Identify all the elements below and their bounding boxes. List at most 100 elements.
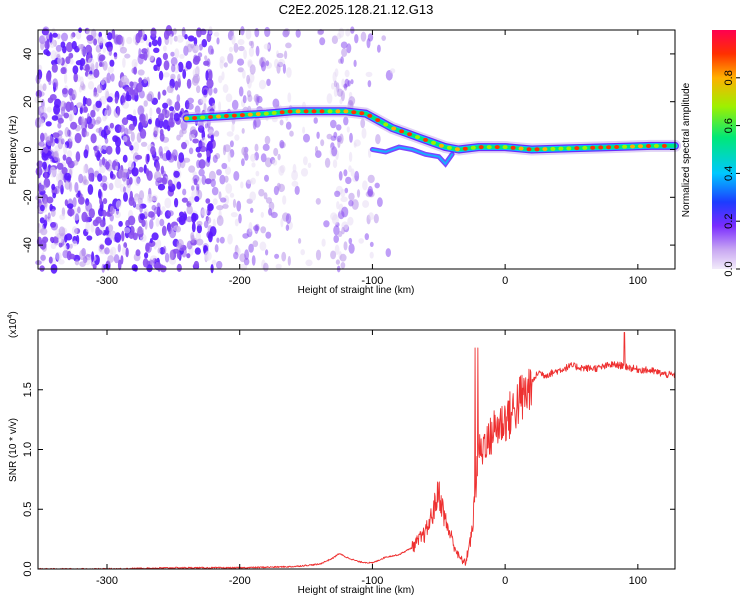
heatmap-cell (208, 170, 216, 182)
heatmap-cell (159, 218, 165, 227)
heatmap-cell (224, 195, 230, 205)
heatmap-cell (90, 133, 97, 144)
heatmap-cell (224, 175, 229, 183)
colorbar-tick-label: 0.0 (723, 261, 735, 276)
heatmap-cell (113, 254, 120, 264)
heatmap-cell (243, 150, 248, 158)
heatmap-cell (156, 57, 162, 67)
heatmap-cell (50, 208, 56, 217)
heatmap-cell (117, 243, 121, 253)
heatmap-cell (285, 213, 292, 225)
colorbar-gradient (712, 30, 736, 269)
heatmap-cell (40, 204, 45, 212)
heatmap-cell (114, 210, 121, 219)
heatmap-cell (159, 132, 165, 142)
heatmap-cell (75, 151, 81, 162)
heatmap-cell (279, 164, 286, 174)
heatmap-cell (212, 198, 218, 206)
heatmap-cell (136, 227, 144, 235)
heatmap-cell (197, 52, 203, 58)
x-tick-label: 100 (629, 575, 647, 587)
heatmap-cell (195, 183, 200, 191)
heatmap-cell (314, 146, 319, 153)
heatmap-cell (377, 197, 383, 208)
heatmap-cell (282, 195, 287, 205)
heatmap-cell (162, 102, 169, 109)
ridge-hotspot (295, 109, 301, 114)
heatmap-cell (196, 238, 204, 246)
heatmap-cell (146, 193, 153, 204)
heatmap-cell (369, 251, 374, 259)
heatmap-cell (213, 31, 220, 37)
heatmap-cell (126, 36, 133, 45)
heatmap-cell (122, 101, 130, 109)
heatmap-cell (99, 197, 103, 205)
heatmap-cell (284, 50, 288, 60)
heatmap-cell (285, 42, 292, 49)
heatmap-cell (186, 253, 191, 259)
heatmap-cell (79, 76, 84, 87)
heatmap-ridge (180, 105, 681, 168)
top-x-ticks: -300 -200 -100 0 100 (96, 30, 647, 287)
heatmap-cell (69, 253, 76, 260)
heatmap-cell (249, 207, 254, 213)
heatmap-cell (115, 165, 119, 171)
ridge-hotspot (550, 146, 556, 151)
ridge-hotspot (526, 147, 532, 152)
heatmap-cell (155, 117, 160, 129)
heatmap-cell (227, 53, 234, 64)
heatmap-cell (122, 135, 128, 143)
heatmap-cell (73, 160, 79, 166)
heatmap-cell (247, 60, 252, 67)
heatmap-cell (177, 73, 181, 83)
heatmap-cell (341, 48, 348, 57)
heatmap-cell (343, 241, 348, 251)
heatmap-cell (216, 37, 220, 45)
heatmap-cell (114, 177, 122, 189)
heatmap-cell (211, 186, 219, 196)
heatmap-cell (354, 170, 360, 182)
heatmap-cell (173, 112, 180, 122)
heatmap-cell (65, 101, 72, 113)
bottom-y-ticks: 0.0 0.5 1.0 1.5 (22, 382, 675, 577)
y-tick-label: 0.0 (22, 561, 34, 576)
heatmap-cell (229, 192, 235, 198)
heatmap-cell (74, 132, 82, 144)
heatmap-cell (233, 42, 239, 53)
ridge-hotspot (415, 135, 420, 140)
heatmap-cell (90, 109, 96, 118)
heatmap-cell (200, 96, 207, 104)
heatmap-cell (286, 67, 292, 78)
heatmap-cell (105, 145, 113, 155)
heatmap-cell (268, 208, 273, 216)
heatmap-cell (189, 126, 197, 135)
heatmap-cell (335, 259, 340, 265)
heatmap-cell (206, 78, 214, 89)
ridge-hotspot (192, 116, 198, 120)
heatmap-cell (57, 122, 62, 129)
heatmap-cell (38, 141, 45, 147)
x-tick-label: 0 (502, 575, 508, 587)
bottom-y-axis-label: SNR (10 * v/v) (8, 418, 19, 482)
ridge-hotspot (343, 109, 349, 114)
heatmap-cell (340, 56, 344, 64)
heatmap-cell (137, 69, 145, 76)
heatmap-cell (156, 209, 163, 216)
heatmap-cell (106, 104, 110, 111)
heatmap-cell (250, 40, 255, 49)
colorbar-tick-label: 0.8 (723, 70, 735, 85)
heatmap-cell (133, 66, 138, 75)
heatmap-cell (188, 147, 194, 155)
heatmap-cell (86, 112, 90, 123)
heatmap-cell (57, 179, 64, 189)
ridge-hotspot (582, 145, 588, 150)
heatmap-cell (149, 238, 153, 244)
heatmap-cell (303, 156, 308, 166)
heatmap-cell (238, 213, 242, 224)
heatmap-cell (176, 239, 184, 249)
heatmap-cell (143, 208, 149, 217)
heatmap-cell (79, 106, 83, 115)
heatmap-cell (64, 180, 71, 190)
heatmap-cell (149, 107, 153, 117)
heatmap-cell (236, 58, 245, 66)
